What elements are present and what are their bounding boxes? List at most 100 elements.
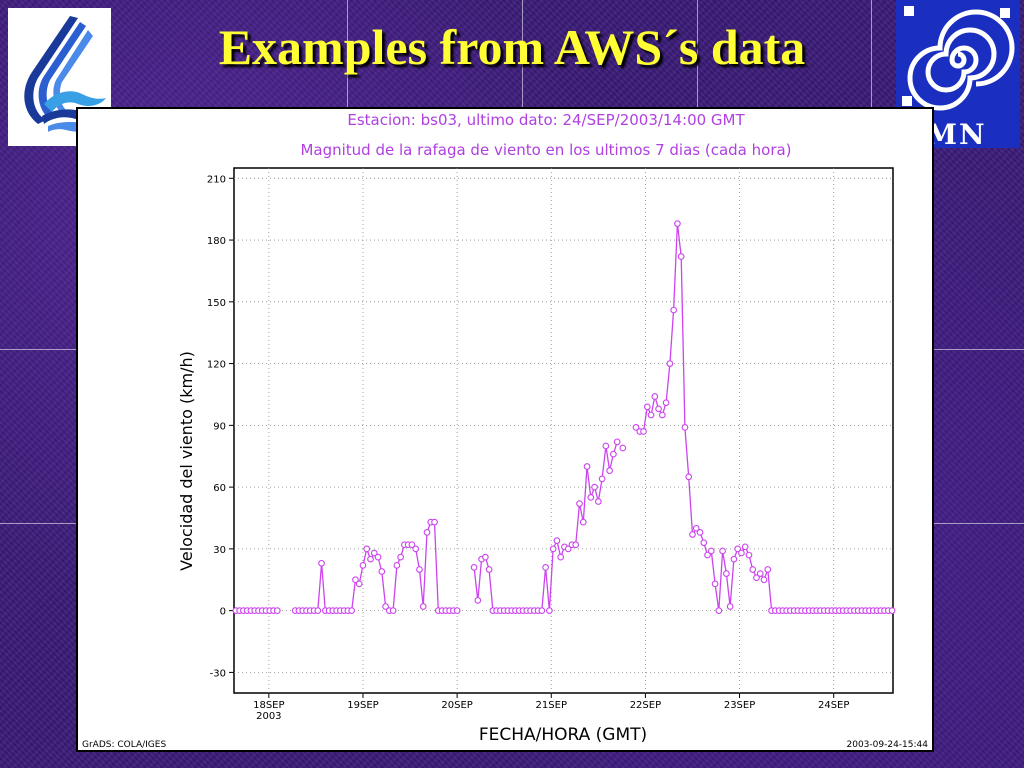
data-point [423,529,431,536]
data-point [363,545,371,553]
data-point [355,580,363,588]
data-point [374,553,382,561]
data-point [888,607,896,614]
chart-subtitle: Magnitud de la rafaga de viento en los u… [300,141,791,159]
y-tick-label: 120 [207,360,226,371]
chart-panel: Estacion: bs03, ultimo dato: 24/SEP/2003… [76,107,934,752]
x-tick-label: 18SEP [253,700,284,711]
y-tick-label: 60 [213,483,226,494]
data-point [538,607,546,614]
data-point [598,475,606,483]
data-point [431,518,438,526]
x-axis-label: FECHA/HORA (GMT) [479,725,647,745]
data-point [704,551,711,559]
data-point [318,559,325,567]
data-point [745,551,753,559]
data-point [655,405,662,413]
data-point [549,545,557,553]
data-point [719,547,726,555]
data-point [681,424,689,431]
data-point [670,306,677,314]
y-tick-label: 90 [213,421,226,432]
series-line [295,521,458,612]
x-tick-label: 22SEP [630,700,661,711]
data-point [359,562,367,569]
data-point [419,603,427,610]
data-point [658,411,666,419]
data-point [715,607,723,614]
data-point [572,541,580,549]
data-point [591,483,598,491]
y-tick-label: 180 [207,236,226,247]
data-point [579,518,587,526]
x-tick-label: 23SEP [724,700,755,711]
data-point [651,393,659,400]
y-tick-label: 30 [213,545,226,556]
slide-title: Examples from AWS´s data [218,19,806,75]
data-point [393,562,401,569]
data-point [643,403,651,411]
series-line [473,441,618,612]
data-point [685,473,693,481]
data-point [640,428,647,435]
data-point [397,553,404,561]
data-point [606,467,613,474]
series-line [635,223,893,612]
data-point [482,553,489,561]
data-point [576,500,583,507]
y-tick-label: 0 [220,607,226,618]
data-point [696,529,704,536]
data-point [677,253,685,260]
data-point [378,568,386,575]
data-point [416,566,423,573]
footer-right: 2003-09-24-15:44 [847,740,929,750]
footer-left: GrADS: COLA/IGES [82,740,166,750]
data-point [666,360,674,367]
data-point [647,411,655,419]
data-point [583,463,591,470]
data-point [602,442,610,450]
data-point [764,566,772,573]
data-point [619,444,627,452]
data-point [753,574,760,582]
data-point [734,545,742,553]
chart-title: Estacion: bs03, ultimo dato: 24/SEP/2003… [347,111,745,129]
data-point [587,494,595,501]
data-point [711,580,719,588]
data-point [707,547,715,555]
data-point [273,607,281,614]
data-point [546,607,553,614]
left-logo [8,8,111,146]
data-point [632,424,640,431]
x-tick-label: 19SEP [347,700,378,711]
data-point [738,549,745,557]
data-point [610,450,617,458]
background-gridline [697,0,698,110]
y-tick-label: -30 [210,668,226,679]
y-tick-label: 210 [207,174,226,185]
plot-frame [233,167,894,694]
data-point [389,607,397,614]
data-point [760,576,768,584]
data-point [542,564,549,571]
data-point [726,603,734,610]
data-point [453,607,461,614]
data-point [594,498,602,505]
data-point [692,524,700,532]
data-point [723,570,730,577]
data-point [485,566,493,573]
data-point [730,555,738,563]
data-point [382,603,389,610]
data-point [470,564,478,571]
data-point [674,220,681,227]
x-tick-sublabel: 2003 [256,711,281,722]
data-point [367,555,374,563]
data-point [700,539,708,547]
data-point [613,438,621,446]
background-gridline [347,0,348,110]
x-tick-label: 21SEP [536,700,567,711]
right-logo-text: MN [926,118,987,151]
data-point [564,545,572,553]
data-point [741,543,749,551]
